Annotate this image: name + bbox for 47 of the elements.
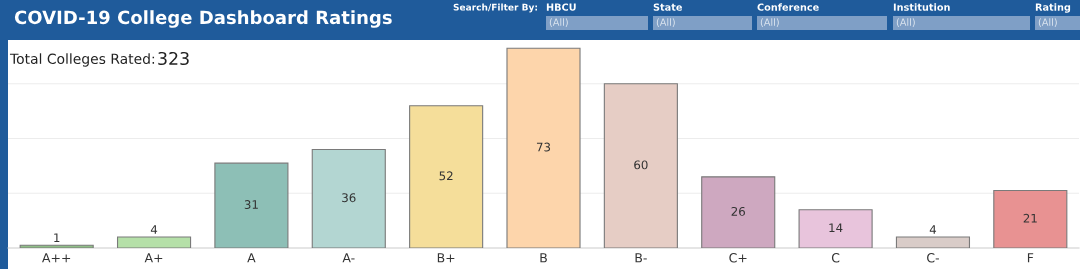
bar (993, 189, 1068, 248)
bar (895, 236, 971, 248)
text: Rating (1035, 3, 1071, 13)
bar (311, 148, 386, 248)
bar (798, 209, 873, 248)
x-tick-label: F (1027, 253, 1034, 263)
x-tick-label: B (540, 253, 547, 263)
data-label: 52 (439, 171, 453, 181)
x-tick-label: A- (342, 253, 355, 263)
bar (214, 162, 289, 248)
bar (19, 244, 94, 248)
text: Conference (757, 3, 819, 11)
bar (116, 236, 192, 248)
bar (603, 83, 678, 248)
data-label: 1 (54, 233, 60, 242)
text: (All) (760, 18, 779, 27)
bar (506, 47, 581, 248)
data-label: 4 (150, 225, 158, 234)
x-tick-label: C+ (729, 253, 747, 263)
x-tick-label: A++ (42, 253, 71, 263)
x-tick-label: A+ (144, 253, 163, 263)
bar (409, 105, 484, 248)
x-tick-label: B- (635, 253, 647, 263)
text: (All) (656, 18, 675, 27)
bar (701, 176, 776, 248)
text: Search/Filter By: (453, 3, 537, 13)
data-label: 31 (244, 200, 258, 209)
x-tick-label: C- (927, 253, 939, 263)
x-tick-label: A (247, 253, 256, 263)
text: (All) (549, 18, 568, 27)
text: (All) (1038, 18, 1057, 27)
data-label: 21 (1023, 213, 1037, 223)
text: (All) (896, 18, 915, 27)
text: State (653, 3, 682, 11)
chart-title: COVID-19 College Dashboard Ratings (14, 10, 392, 28)
data-label: 14 (829, 223, 843, 233)
annotation: Total Colleges Rated: (9, 53, 155, 67)
data-label: 60 (634, 160, 648, 170)
text: HBCU (546, 3, 576, 11)
data-label: 36 (342, 193, 356, 203)
x-tick-label: C (831, 253, 840, 263)
data-label: 26 (731, 206, 745, 216)
annotation: 323 (158, 51, 189, 66)
data-label: 73 (536, 142, 551, 152)
text: Institution (893, 3, 950, 11)
data-label: 4 (929, 225, 937, 234)
x-tick-label: B+ (437, 253, 455, 263)
